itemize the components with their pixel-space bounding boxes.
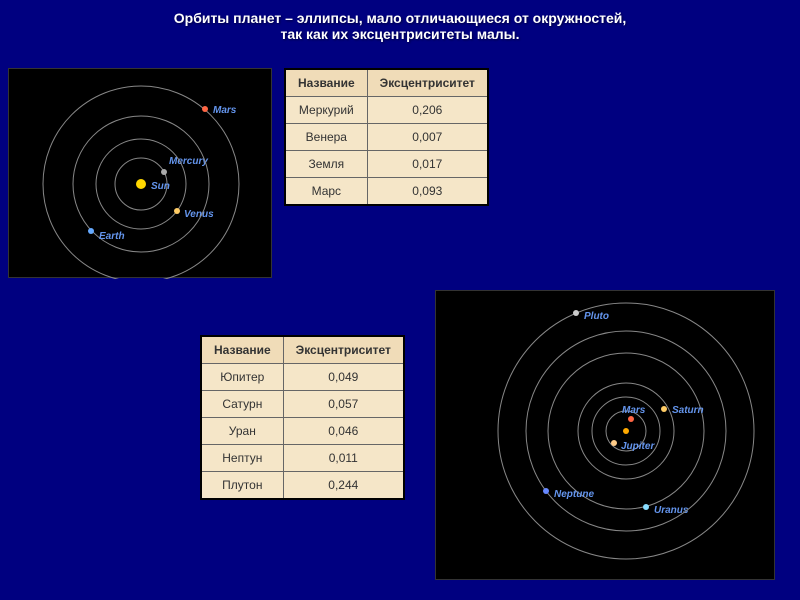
cell-ecc: 0,017 [367,151,488,178]
cell-ecc: 0,049 [283,364,404,391]
svg-text:Neptune: Neptune [554,489,594,500]
cell-ecc: 0,206 [367,97,488,124]
table-row: Нептун0,011 [201,445,404,472]
table-row: Венера0,007 [285,124,488,151]
cell-ecc: 0,057 [283,391,404,418]
table-row: Сатурн0,057 [201,391,404,418]
table-row: Земля0,017 [285,151,488,178]
cell-ecc: 0,244 [283,472,404,500]
svg-text:Venus: Venus [184,209,214,220]
cell-name: Марс [285,178,367,206]
svg-text:Mars: Mars [622,405,646,416]
cell-name: Юпитер [201,364,283,391]
cell-ecc: 0,093 [367,178,488,206]
outer-planets-diagram: Uranus Neptune Pluto Mars Jupiter Saturn [435,290,775,580]
inner-planets-table: Название Эксцентриситет Меркурий0,206Вен… [284,68,489,206]
table-row: Марс0,093 [285,178,488,206]
col-name: Название [285,69,367,97]
title-line-1: Орбиты планет – эллипсы, мало отличающие… [40,10,760,26]
inner-orbit-svg: Mercury Venus Earth Mars Sun [9,69,273,279]
cell-name: Уран [201,418,283,445]
inner-table-body: Меркурий0,206Венера0,007Земля0,017Марс0,… [285,97,488,206]
svg-text:Saturn: Saturn [672,405,704,416]
table-row: Уран0,046 [201,418,404,445]
outer-planets-table: Название Эксцентриситет Юпитер0,049Сатур… [200,335,405,500]
outer-orbit-svg: Uranus Neptune Pluto Mars Jupiter Saturn [436,291,776,581]
cell-ecc: 0,046 [283,418,404,445]
col-ecc: Эксцентриситет [283,336,404,364]
col-ecc: Эксцентриситет [367,69,488,97]
cell-name: Плутон [201,472,283,500]
table-row: Юпитер0,049 [201,364,404,391]
cell-ecc: 0,007 [367,124,488,151]
svg-text:Mars: Mars [213,105,237,116]
svg-text:Sun: Sun [151,181,170,192]
outer-table-body: Юпитер0,049Сатурн0,057Уран0,046Нептун0,0… [201,364,404,500]
svg-text:Pluto: Pluto [584,311,609,322]
svg-text:Mercury: Mercury [169,156,208,167]
cell-name: Нептун [201,445,283,472]
svg-text:Earth: Earth [99,231,125,242]
table-row: Плутон0,244 [201,472,404,500]
cell-name: Сатурн [201,391,283,418]
cell-ecc: 0,011 [283,445,404,472]
table-row: Меркурий0,206 [285,97,488,124]
col-name: Название [201,336,283,364]
cell-name: Меркурий [285,97,367,124]
inner-planets-diagram: Mercury Venus Earth Mars Sun [8,68,272,278]
page-title: Орбиты планет – эллипсы, мало отличающие… [0,0,800,50]
svg-text:Uranus: Uranus [654,505,689,516]
cell-name: Венера [285,124,367,151]
cell-name: Земля [285,151,367,178]
svg-text:Jupiter: Jupiter [621,441,655,452]
title-line-2: так как их эксцентриситеты малы. [40,26,760,42]
